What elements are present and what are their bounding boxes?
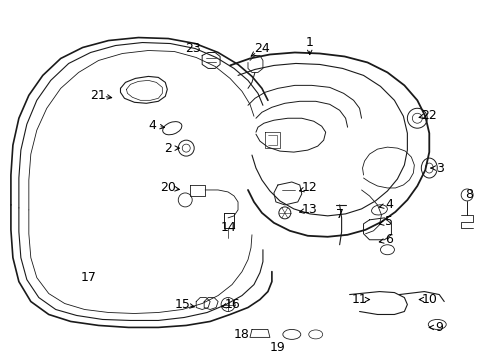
Text: 4: 4	[148, 119, 156, 132]
Text: 14: 14	[220, 221, 236, 234]
Text: 19: 19	[270, 341, 286, 354]
Text: 20: 20	[160, 181, 176, 194]
Text: 23: 23	[185, 42, 201, 55]
Text: 24: 24	[254, 42, 270, 55]
Text: 16: 16	[224, 298, 240, 311]
Text: 22: 22	[421, 109, 437, 122]
Text: 3: 3	[436, 162, 444, 175]
Text: 7: 7	[336, 208, 343, 221]
Text: 1: 1	[306, 36, 314, 49]
Text: 17: 17	[81, 271, 97, 284]
Text: 5: 5	[386, 215, 393, 228]
Text: 21: 21	[90, 89, 105, 102]
Text: 11: 11	[352, 293, 368, 306]
Text: 6: 6	[386, 233, 393, 246]
Text: 9: 9	[435, 321, 443, 334]
Text: 12: 12	[302, 181, 318, 194]
Text: 4: 4	[386, 198, 393, 211]
Text: 13: 13	[302, 203, 318, 216]
Text: 18: 18	[234, 328, 250, 341]
Text: 10: 10	[421, 293, 437, 306]
Text: 15: 15	[174, 298, 190, 311]
Text: 8: 8	[465, 188, 473, 202]
Text: 2: 2	[164, 141, 172, 155]
